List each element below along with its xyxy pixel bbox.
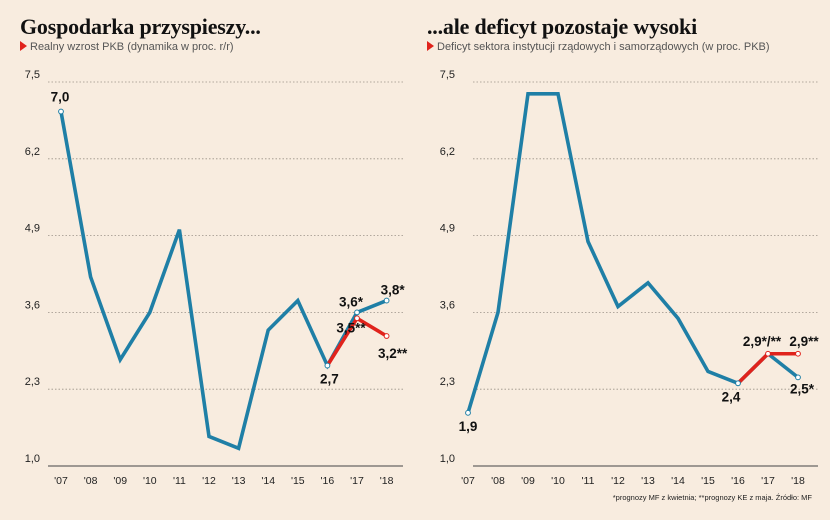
- x-tick-label: '18: [791, 475, 805, 487]
- data-point-marker: [735, 380, 741, 387]
- y-tick-label: 2,3: [25, 376, 40, 388]
- x-tick-label: '18: [380, 475, 394, 487]
- chart-title: ...ale deficyt pozostaje wysoki: [427, 14, 697, 39]
- y-tick-label: 1,0: [440, 453, 455, 465]
- red-triangle-icon: [20, 41, 27, 51]
- data-point-marker: [58, 108, 64, 115]
- data-label: 2,9*/**: [743, 334, 782, 349]
- gdp-line-chart: 7,5 6,2 4,9 3,6 2,3 1,0 '07 '08 '09 '10 '11 '12 '13 '…: [25, 69, 408, 487]
- deficit-line-chart: 7,5 6,2 4,9 3,6 2,3 1,0 '07 '08 '09 '10 '11 '12 '13 '…: [440, 69, 820, 487]
- data-point-marker: [795, 374, 801, 381]
- data-label: 3,2**: [378, 346, 408, 361]
- y-tick-label: 6,2: [440, 146, 455, 158]
- x-tick-label: '08: [84, 475, 98, 487]
- y-tick-label: 4,9: [440, 223, 455, 235]
- y-tick-label: 2,3: [440, 376, 455, 388]
- data-point-marker: [354, 315, 360, 322]
- data-label: 1,9: [459, 419, 478, 434]
- chart-subtitle-text: Realny wzrost PKB (dynamika w proc. r/r): [30, 41, 234, 53]
- data-label: 2,7: [320, 372, 339, 387]
- data-point-marker: [324, 362, 331, 369]
- x-tick-label: '11: [582, 475, 595, 487]
- x-tick-label: '11: [173, 475, 186, 487]
- x-tick-label: '13: [641, 475, 655, 487]
- series-line-main: [59, 111, 388, 451]
- y-tick-label: 1,0: [25, 453, 40, 465]
- right-chart-panel: ...ale deficyt pozostaje wysoki Deficyt …: [415, 0, 830, 520]
- footnote: *prognozy MF z kwietnia; **prognozy KE z…: [612, 493, 812, 502]
- y-tick-label: 3,6: [25, 299, 40, 311]
- x-tick-label: '15: [291, 475, 305, 487]
- x-tick-label: '15: [701, 475, 715, 487]
- y-tick-label: 4,9: [25, 223, 40, 235]
- data-label: 2,5*: [790, 381, 815, 396]
- x-tick-label: '10: [143, 475, 157, 487]
- data-label: 3,5**: [336, 320, 366, 335]
- x-tick-label: '07: [461, 475, 475, 487]
- data-label: 7,0: [51, 90, 70, 105]
- y-tick-label: 3,6: [440, 299, 455, 311]
- x-tick-label: '14: [261, 475, 275, 487]
- x-tick-label: '08: [491, 475, 505, 487]
- x-tick-label: '13: [232, 475, 246, 487]
- data-point-marker: [465, 409, 471, 416]
- data-point-marker: [383, 297, 390, 304]
- y-tick-label: 7,5: [25, 69, 40, 81]
- x-tick-label: '07: [54, 475, 68, 487]
- x-tick-label: '09: [113, 475, 127, 487]
- chart-subtitle-text: Deficyt sektora instytucji rządowych i s…: [437, 41, 770, 53]
- x-tick-label: '16: [731, 475, 745, 487]
- x-tick-label: '12: [611, 475, 625, 487]
- left-chart-panel: Gospodarka przyspieszy... Realny wzrost …: [20, 14, 408, 487]
- x-tick-label: '09: [521, 475, 535, 487]
- x-tick-label: '12: [202, 475, 216, 487]
- x-tick-label: '16: [321, 475, 335, 487]
- data-label: 2,4: [722, 389, 741, 404]
- x-tick-label: '10: [551, 475, 565, 487]
- chart-title: Gospodarka przyspieszy...: [20, 14, 261, 39]
- series-line-main: [466, 92, 800, 414]
- chart-subtitle: Realny wzrost PKB (dynamika w proc. r/r): [20, 41, 234, 53]
- data-point-marker: [354, 309, 360, 316]
- data-label: 3,6*: [339, 294, 364, 309]
- y-tick-label: 7,5: [440, 69, 455, 81]
- data-point-marker: [383, 333, 390, 339]
- x-tick-label: '17: [350, 475, 364, 487]
- x-tick-label: '14: [671, 475, 685, 487]
- red-triangle-icon: [427, 41, 434, 51]
- data-label: 3,8*: [381, 283, 406, 298]
- data-point-marker: [795, 350, 801, 357]
- x-tick-label: '17: [761, 475, 775, 487]
- y-tick-label: 6,2: [25, 146, 40, 158]
- data-label: 2,9**: [789, 334, 819, 349]
- data-point-marker: [765, 350, 771, 357]
- chart-subtitle: Deficyt sektora instytucji rządowych i s…: [427, 41, 770, 53]
